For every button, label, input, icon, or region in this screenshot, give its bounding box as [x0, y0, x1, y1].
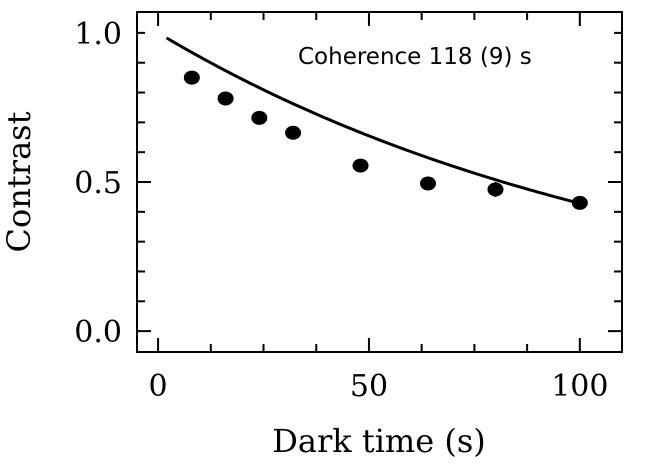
axis-ticks: [137, 12, 622, 352]
y-tick-labels: 0.0 0.5 1.0: [74, 17, 122, 350]
x-axis-label: Dark time (s): [272, 422, 486, 460]
fit-curve: [165, 36, 581, 205]
y-tick-label: 0.5: [74, 166, 122, 201]
data-point: [183, 70, 200, 85]
y-tick-label: 1.0: [74, 17, 122, 52]
y-axis-label: Contrast: [0, 111, 38, 252]
x-tick-label: 0: [149, 369, 168, 404]
x-tick-label: 50: [350, 369, 388, 404]
data-point: [251, 110, 268, 125]
data-point: [487, 182, 504, 197]
data-point: [352, 158, 369, 173]
x-tick-label: 100: [551, 369, 608, 404]
data-point: [571, 195, 588, 210]
data-point: [420, 176, 436, 191]
y-tick-label: 0.0: [74, 315, 122, 350]
coherence-annotation: Coherence 118 (9) s: [298, 44, 532, 70]
data-points: [183, 70, 588, 210]
x-tick-labels: 0 50 100: [149, 369, 609, 404]
data-point: [285, 125, 302, 140]
data-point: [217, 91, 234, 106]
